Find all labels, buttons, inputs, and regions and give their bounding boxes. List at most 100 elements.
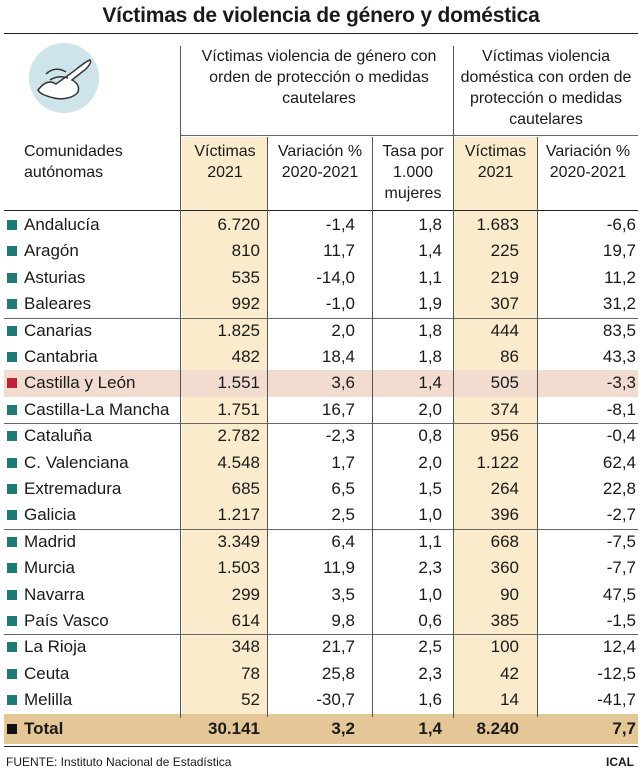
table-cell: 360 [490,558,519,578]
row-marker-square [7,642,17,653]
table-cell: 2,0 [418,399,442,419]
community-name: Andalucía [24,215,100,234]
table-cell: 374 [490,399,519,419]
table-cell: -2,3 [325,426,355,446]
row-marker-square [7,246,17,257]
community-name: Madrid [24,531,76,551]
group-header-gender: Víctimas violencia de género con orden d… [201,48,437,107]
table-cell: 2,3 [418,663,442,683]
row-marker-square [7,404,17,415]
table-cell: 12,4 [602,637,636,657]
table-cell: 1.751 [217,399,260,419]
row-marker-square [7,695,17,706]
table-cell: 21,7 [321,637,355,657]
community-name: Aragón [24,241,79,261]
table-cell: 8.240 [476,719,519,738]
table-cell: 264 [490,479,519,498]
table-cell: 1.683 [476,215,519,234]
table-cell: 11,7 [323,241,355,261]
title-rule [4,33,638,34]
table-cell: 2.782 [217,426,260,446]
group-separator [4,423,638,425]
table-row: Castilla y León 1.551 3,6 1,4 505 -3,3 [4,370,638,397]
column-divider [537,137,538,717]
row-marker-square [7,616,17,626]
community-name: Cantabria [24,347,98,366]
table-cell: 6,5 [331,479,355,498]
group-header-domestic: Víctimas violencia doméstica con orden d… [460,48,632,128]
table-cell: 1,0 [418,505,442,525]
table-row: Melilla 52 -30,7 1,6 14 -41,7 [4,687,638,713]
table-cell: 14 [500,690,519,710]
table-cell: 52 [241,690,260,710]
table-cell: 3.349 [217,531,260,551]
table-cell: 1,4 [418,719,442,738]
table-cell: 25,8 [321,663,355,683]
table-cell: -8,1 [606,399,636,419]
community-name: Ceuta [24,663,70,683]
table-cell: 614 [231,611,260,630]
total-row: Total 30.141 3,2 1,4 8.240 7,7 [4,714,638,744]
table-cell: 482 [231,347,260,366]
table-cell: 11,9 [323,558,355,578]
community-name: Baleares [24,294,92,314]
table-cell: 1,7 [331,452,355,472]
row-marker-square [7,378,17,389]
table-row: La Rioja 348 21,7 2,5 100 12,4 [4,634,638,660]
row-marker-square [7,536,17,547]
table-cell: 505 [490,373,519,393]
row-marker-square [7,484,17,494]
table-cell: 2,0 [418,452,442,472]
group-header-rule [180,135,638,136]
table-cell: -1,0 [325,294,355,314]
table-cell: -1,5 [606,611,636,630]
column-divider [453,46,454,718]
table-cell: 3,2 [331,719,355,738]
table-cell: -6,6 [606,215,636,234]
table-cell: -0,4 [606,426,636,446]
table-cell: 30.141 [208,719,260,738]
table-cell: 9,8 [331,611,355,630]
row-marker-square [7,668,17,679]
community-name: Asturias [24,267,86,287]
table-cell: 4.548 [217,452,260,472]
community-name: País Vasco [24,611,109,630]
table-cell: 307 [490,294,519,314]
table-row: Cataluña 2.782 -2,3 0,8 956 -0,4 [4,423,638,449]
table-cell: 956 [490,426,519,446]
table-cell: 16,7 [321,399,355,419]
table-row: Asturias 535 -14,0 1,1 219 11,2 [4,265,638,291]
column-divider [180,46,181,718]
row-marker-square [7,272,17,283]
community-name: Extremadura [24,479,122,498]
table-cell: 535 [231,267,260,287]
table-cell: 2,5 [331,505,355,525]
header-variation-domestic: Variación % 2020-2021 [545,143,631,181]
table-cell: 0,8 [418,426,442,446]
community-name: C. Valenciana [24,452,129,472]
table-cell: 685 [231,479,260,498]
bottom-rule [4,746,638,747]
table-cell: 22,8 [602,479,636,498]
table-cell: -7,7 [606,558,636,578]
table-cell: 992 [231,294,260,314]
table-cell: 83,5 [602,320,636,340]
table-cell: 1.122 [476,452,519,472]
header-rate: Tasa por 1.000 mujeres [382,143,444,202]
table-cell: 1,0 [418,584,442,604]
table-cell: 1.217 [217,505,260,525]
row-marker-square [7,724,17,734]
table-cell: -2,7 [606,505,636,525]
table-cell: 6.720 [217,215,260,234]
table-cell: 7,7 [612,719,636,738]
column-divider [267,137,268,717]
table-cell: 225 [490,241,519,261]
table-cell: 219 [490,267,519,287]
table-cell: 348 [231,637,260,657]
table-cell: 396 [490,505,519,525]
community-name: Galicia [24,505,76,525]
header-victims-2021: Víctimas 2021 [194,143,256,181]
community-name: Total [24,719,64,738]
table-cell: -7,5 [606,531,636,551]
row-marker-square [7,325,17,336]
